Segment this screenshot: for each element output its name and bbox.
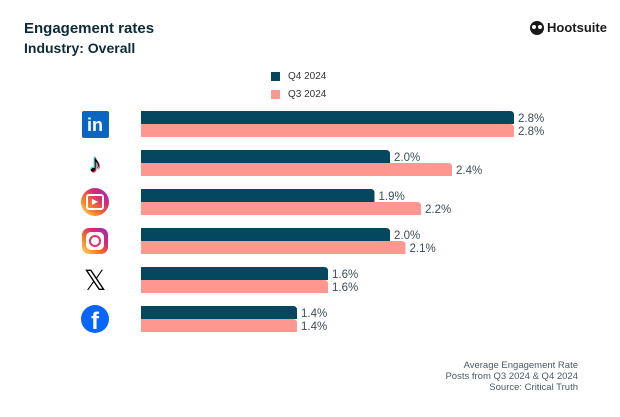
chart-footnote: Average Engagement Rate Posts from Q3 20…	[445, 360, 578, 393]
footnote-line: Average Engagement Rate	[463, 360, 578, 371]
bar-instagram-reels-q3-2024	[141, 202, 421, 215]
data-label: 2.4%	[456, 165, 482, 177]
footnote-line: Posts from Q3 2024 & Q4 2024	[445, 371, 578, 382]
bar-linkedin-q3-2024	[141, 124, 514, 137]
data-label: 1.4%	[301, 321, 327, 333]
data-label: 2.8%	[518, 126, 544, 138]
data-label: 1.9%	[379, 191, 405, 203]
data-label: 1.4%	[301, 308, 327, 320]
legend-swatch	[271, 90, 280, 99]
bar-facebook-q4-2024	[141, 306, 297, 319]
bar-instagram-q3-2024	[141, 241, 406, 254]
instagram-icon	[80, 226, 110, 256]
hootsuite-logo: Hootsuite	[530, 20, 607, 35]
bar-instagram-reels-q4-2024	[141, 189, 375, 202]
legend-label: Q3 2024	[288, 89, 327, 100]
data-label: 1.6%	[332, 282, 358, 294]
legend-swatch	[271, 72, 280, 81]
data-label: 1.6%	[332, 269, 358, 281]
bar-x-q3-2024	[141, 280, 328, 293]
data-label: 2.0%	[394, 152, 420, 164]
data-label: 2.0%	[394, 230, 420, 242]
legend-item-q3: Q3 2024	[271, 89, 326, 100]
data-label: 2.8%	[518, 113, 544, 125]
facebook-icon: f	[80, 304, 110, 334]
data-label: 2.1%	[410, 243, 436, 255]
bar-facebook-q3-2024	[141, 319, 297, 332]
bar-instagram-q4-2024	[141, 228, 390, 241]
bar-x-q4-2024	[141, 267, 328, 280]
tiktok-icon: ♪	[88, 147, 102, 178]
footnote-line: Source: Critical Truth	[489, 382, 578, 393]
legend-label: Q4 2024	[288, 71, 327, 82]
bar-tiktok-q4-2024	[141, 150, 390, 163]
data-label: 2.2%	[425, 204, 451, 216]
brand-name: Hootsuite	[547, 20, 607, 35]
chart-subtitle: Industry: Overall	[24, 40, 136, 56]
chart-title: Engagement rates	[24, 20, 155, 37]
legend-item-q4: Q4 2024	[271, 71, 326, 82]
linkedin-icon: in	[80, 109, 110, 139]
owl-icon	[530, 20, 544, 35]
bar-linkedin-q4-2024	[141, 111, 514, 124]
x-icon: 𝕏	[83, 264, 107, 296]
instagram-reels-icon: ▶	[80, 187, 110, 217]
bar-tiktok-q3-2024	[141, 163, 452, 176]
